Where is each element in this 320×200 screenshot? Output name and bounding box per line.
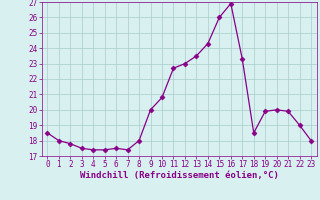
X-axis label: Windchill (Refroidissement éolien,°C): Windchill (Refroidissement éolien,°C) (80, 171, 279, 180)
